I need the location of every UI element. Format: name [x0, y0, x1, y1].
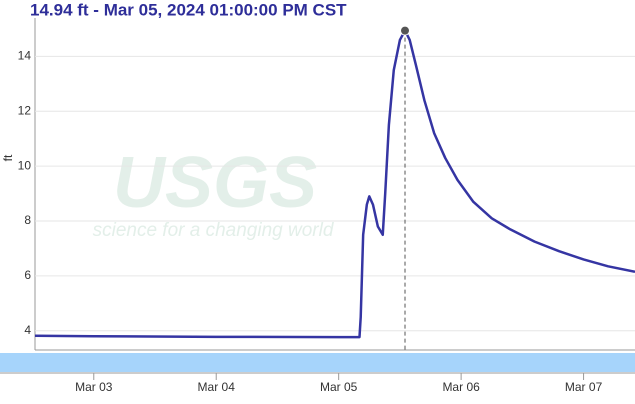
y-tick-label: 6	[24, 268, 31, 282]
y-tick-label: 8	[24, 213, 31, 227]
y-tick-label: 14	[18, 49, 32, 63]
watermark-logo: USGS	[113, 143, 317, 223]
x-tick-label: Mar 03	[75, 380, 113, 394]
y-tick-label: 4	[24, 323, 31, 337]
chart-title: 14.94 ft - Mar 05, 2024 01:00:00 PM CST	[30, 0, 347, 19]
y-tick-label: 10	[18, 158, 32, 172]
x-tick-label: Mar 07	[565, 380, 603, 394]
hover-point	[400, 25, 411, 36]
x-tick-label: Mar 06	[442, 380, 480, 394]
x-tick-label: Mar 04	[198, 380, 236, 394]
data-line	[34, 29, 635, 339]
x-tick-label: Mar 05	[320, 380, 358, 394]
y-tick-label: 12	[18, 103, 32, 117]
navigator-band	[0, 353, 635, 372]
y-axis-label: ft	[1, 154, 15, 161]
watermark-tagline: science for a changing world	[93, 220, 335, 241]
